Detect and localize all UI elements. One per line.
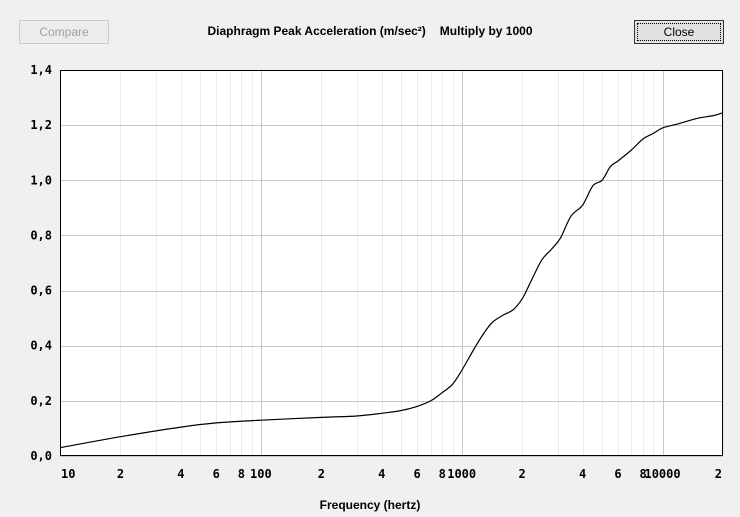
- x-tick-label: 2: [715, 467, 722, 481]
- y-tick-label: 1,4: [30, 63, 52, 77]
- x-tick-label: 2: [318, 467, 325, 481]
- compare-button[interactable]: Compare: [19, 20, 109, 44]
- plot-frame: [60, 70, 723, 456]
- x-tick-label: 1000: [447, 467, 476, 481]
- y-tick-label: 0,4: [30, 339, 52, 353]
- x-tick-label: 8: [439, 467, 446, 481]
- x-tick-label: 6: [213, 467, 220, 481]
- chart-title-main: Diaphragm Peak Acceleration (m/sec²): [207, 24, 426, 38]
- close-button[interactable]: Close: [634, 20, 724, 44]
- x-tick-label: 8: [639, 467, 646, 481]
- x-tick-label: 2: [519, 467, 526, 481]
- x-tick-label: 2: [117, 467, 124, 481]
- plot-area: [60, 70, 723, 456]
- chart-subtitle: Multiply by 1000: [439, 24, 533, 38]
- series-line: [59, 112, 724, 449]
- y-tick-label: 1,0: [30, 173, 52, 187]
- y-tick-label: 0,0: [30, 449, 52, 463]
- x-tick-label: 4: [177, 467, 184, 481]
- x-tick-label: 6: [414, 467, 421, 481]
- chart-title: Diaphragm Peak Acceleration (m/sec²) Mult…: [150, 24, 590, 38]
- y-tick-label: 0,8: [30, 228, 52, 242]
- x-tick-label: 10: [61, 467, 75, 481]
- x-tick-label: 6: [614, 467, 621, 481]
- x-axis-label: Frequency (hertz): [319, 498, 421, 512]
- y-tick-label: 1,2: [30, 118, 52, 132]
- x-tick-label: 4: [378, 467, 385, 481]
- x-tick-label: 100: [250, 467, 272, 481]
- x-tick-label: 4: [579, 467, 586, 481]
- y-tick-label: 0,6: [30, 284, 52, 298]
- x-tick-label: 8: [238, 467, 245, 481]
- x-tick-label: 10000: [644, 467, 680, 481]
- y-axis: 0,0 0,2 0,4 0,6 0,8 1,0 1,2 1,4: [30, 63, 52, 463]
- y-tick-label: 0,2: [30, 394, 52, 408]
- series-group: [59, 112, 724, 449]
